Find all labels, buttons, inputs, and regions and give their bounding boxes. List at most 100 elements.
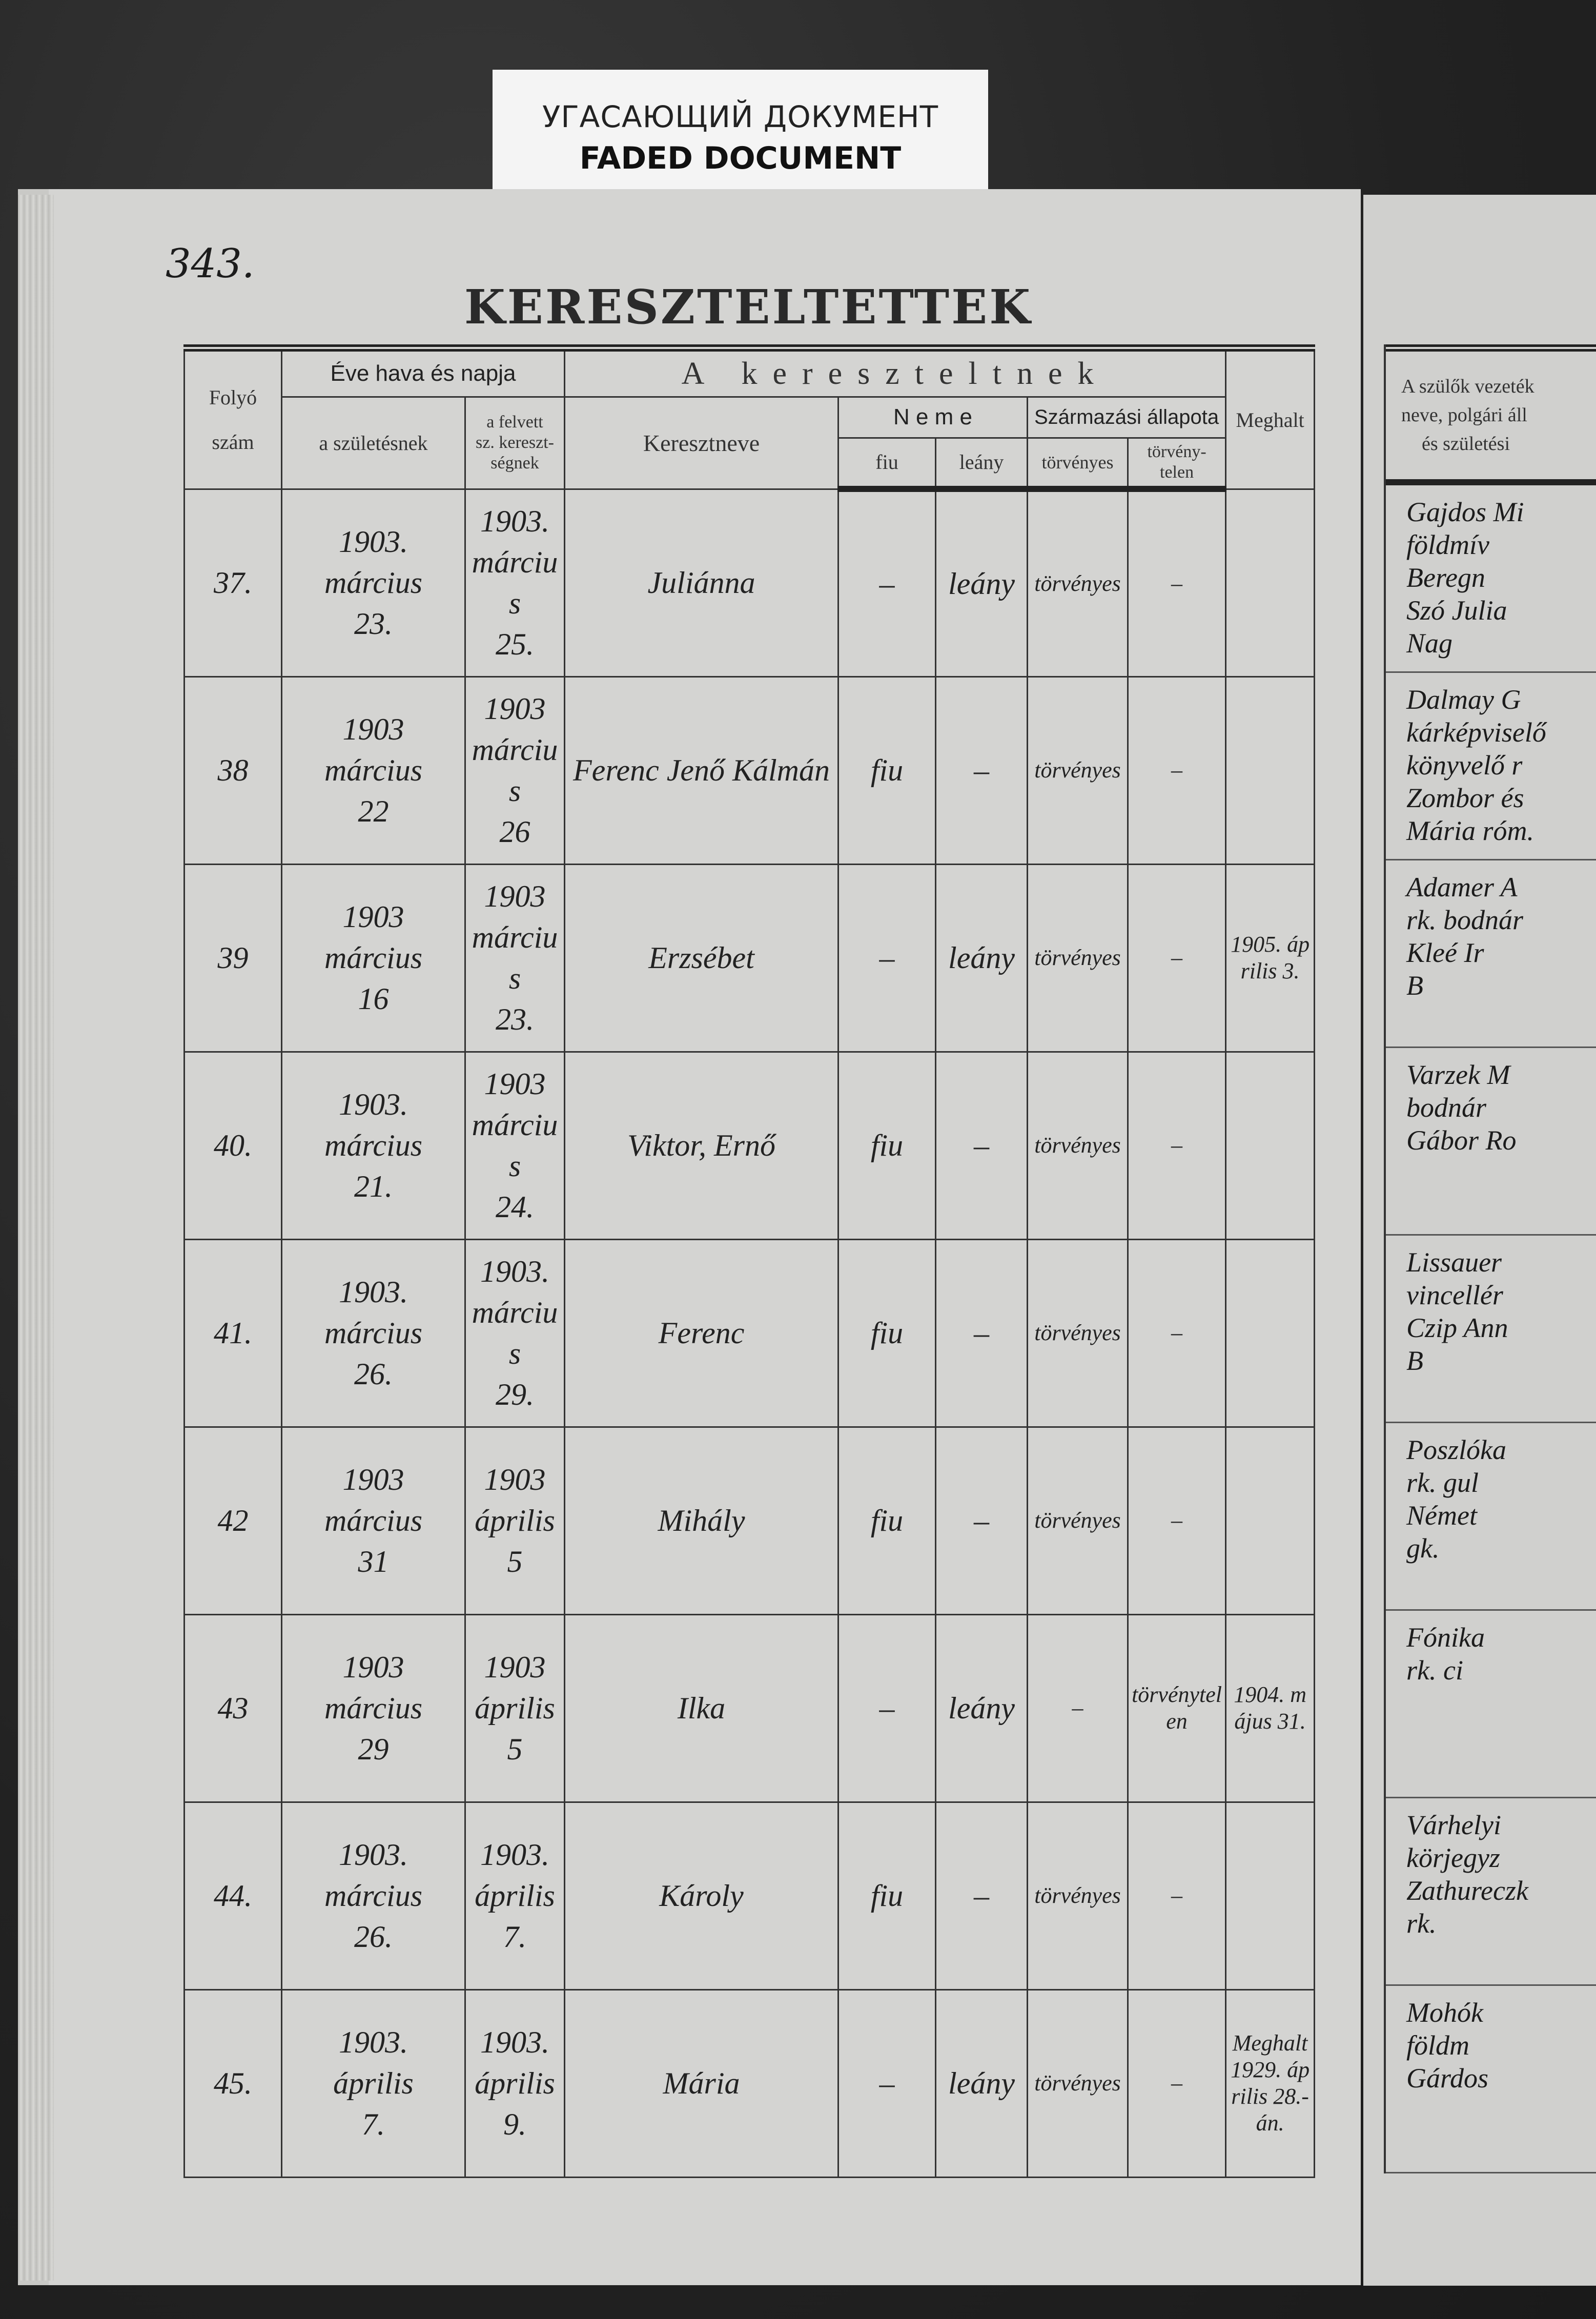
sex-girl: – (935, 1426, 1029, 1615)
sex-boy: fiu (837, 675, 937, 865)
header-line: a felvett (486, 413, 543, 432)
death-note (1225, 1801, 1316, 1990)
table-row: 45. 1903. április 7. 1903. április 9. Mária – leá… (183, 1988, 1316, 2178)
header-line: telen (1160, 462, 1194, 482)
death-note (1225, 1426, 1316, 1615)
table-row: 42 1903 március 31 1903 április 5 Mihály fiu – tör… (183, 1426, 1316, 1615)
header-torvenytelen: törvény- telen (1127, 437, 1227, 492)
header-fiu: fiu (837, 437, 937, 492)
parents-entry: Lissauer vincellér Czip Ann B (1386, 1236, 1596, 1423)
sex-girl: leány (935, 1613, 1029, 1803)
entry-number: 41. (183, 1238, 282, 1428)
status-legitimate: törvényes (1027, 1238, 1129, 1428)
death-note (1225, 1051, 1316, 1240)
parents-entry: Mohók földm Gárdos (1386, 1986, 1596, 2173)
given-name: Mihály (564, 1426, 840, 1615)
header-keresztsegnek: a felvett sz. kereszt- ségnek (464, 396, 566, 490)
header-line: sz. kereszt- (476, 433, 554, 452)
table-row: 38 1903 március 22 1903 március 26 Ferenc Jenő … (183, 675, 1316, 865)
parents-entry: Poszlóka rk. gul Német gk. (1386, 1423, 1596, 1611)
status-illegitimate: – (1127, 675, 1227, 865)
date-line: 23. (496, 1002, 534, 1036)
date-line: április (475, 1879, 555, 1913)
baptism-date: 1903. március 29. (464, 1238, 566, 1428)
date-line: március (324, 566, 423, 600)
status-illegitimate: – (1127, 1426, 1227, 1615)
baptism-date: 1903. április 9. (464, 1988, 566, 2178)
parents-line: Fónika (1406, 1622, 1485, 1653)
date-line: 1903. (339, 1275, 408, 1309)
status-illegitimate: – (1127, 1051, 1227, 1240)
given-name: Mária (564, 1988, 840, 2178)
header-folyo: Folyó (209, 386, 257, 409)
status-illegitimate: – (1127, 1801, 1227, 1990)
date-line: 1903. (480, 504, 549, 538)
date-line: 29. (496, 1378, 534, 1411)
baptism-date: 1903 április 5 (464, 1613, 566, 1803)
parents-line: könyvelő r (1406, 750, 1523, 781)
baptism-date: 1903. március 25. (464, 488, 566, 678)
baptism-register-table: Folyó szám Éve hava és napja A keresztel… (183, 344, 1316, 2178)
date-line: 22 (358, 794, 389, 828)
date-line: 1903 (484, 1650, 546, 1684)
sex-boy: – (837, 488, 937, 678)
birth-date: 1903 március 31 (281, 1426, 466, 1615)
parents-entry: Fónika rk. ci (1386, 1611, 1596, 1798)
table-row: 44. 1903. március 26. 1903. április 7. Károly fi… (183, 1801, 1316, 1990)
parents-line: rk. (1406, 1908, 1437, 1939)
date-line: 29 (358, 1732, 389, 1766)
date-line: 23. (354, 607, 393, 641)
baptism-date: 1903 március 24. (464, 1051, 566, 1240)
sex-boy: fiu (837, 1426, 937, 1615)
date-line: 7. (362, 2107, 385, 2141)
parents-line: kárképviselő (1406, 717, 1546, 748)
parents-line: rk. bodnár (1406, 905, 1523, 935)
sex-boy: fiu (837, 1801, 937, 1990)
date-line: 1903 (484, 1463, 546, 1496)
header-folyo-szam: Folyó szám (183, 344, 282, 490)
date-line: 1903 (342, 712, 404, 746)
right-header-line: A szülők vezeték (1401, 376, 1534, 397)
parents-line: földm (1406, 2030, 1470, 2061)
status-illegitimate: törvénytelen (1127, 1613, 1227, 1803)
entry-number: 43 (183, 1613, 282, 1803)
parents-line: bodnár (1406, 1092, 1487, 1123)
date-line: 25. (496, 627, 534, 661)
page-edges (18, 195, 54, 2281)
date-line: 5 (507, 1545, 523, 1578)
status-illegitimate: – (1127, 1238, 1227, 1428)
date-line: 24. (496, 1190, 534, 1224)
right-page-table: A szülők vezeték neve, polgári áll és sz… (1384, 344, 1596, 2173)
page-title: KERESZTELTETTEK (464, 279, 1033, 335)
date-line: március (324, 753, 423, 787)
parents-line: Szó Julia (1406, 595, 1507, 626)
death-note: Meghalt 1929. április 28.-án. (1225, 1988, 1316, 2178)
parents-line: Gábor Ro (1406, 1125, 1517, 1156)
status-legitimate: törvényes (1027, 488, 1129, 678)
entry-number: 38 (183, 675, 282, 865)
page-number: 343. (166, 241, 255, 287)
header-szam: szám (212, 430, 254, 454)
birth-date: 1903 március 22 (281, 675, 466, 865)
date-line: 21. (354, 1169, 393, 1203)
given-name: Ferenc Jenő Kálmán (564, 675, 840, 865)
birth-date: 1903. március 23. (281, 488, 466, 678)
status-illegitimate: – (1127, 863, 1227, 1053)
date-line: 26. (354, 1357, 393, 1391)
sex-girl: leány (935, 863, 1029, 1053)
date-line: 31 (358, 1545, 389, 1578)
header-meghalt: Meghalt (1225, 344, 1316, 490)
date-line: 1903. (339, 525, 408, 559)
date-line: március (472, 1296, 558, 1370)
parents-entry: Várhelyi körjegyz Zathureczk rk. (1386, 1798, 1596, 1986)
birth-date: 1903 március 16 (281, 863, 466, 1053)
baptism-date: 1903 március 26 (464, 675, 566, 865)
parents-line: földmív (1406, 529, 1489, 560)
date-line: április (475, 1691, 555, 1725)
parents-line: rk. ci (1406, 1655, 1463, 1686)
baptism-date: 1903 április 5 (464, 1426, 566, 1615)
given-name: Ferenc (564, 1238, 840, 1428)
parents-line: Kleé Ir (1406, 937, 1484, 968)
entry-number: 42 (183, 1426, 282, 1615)
